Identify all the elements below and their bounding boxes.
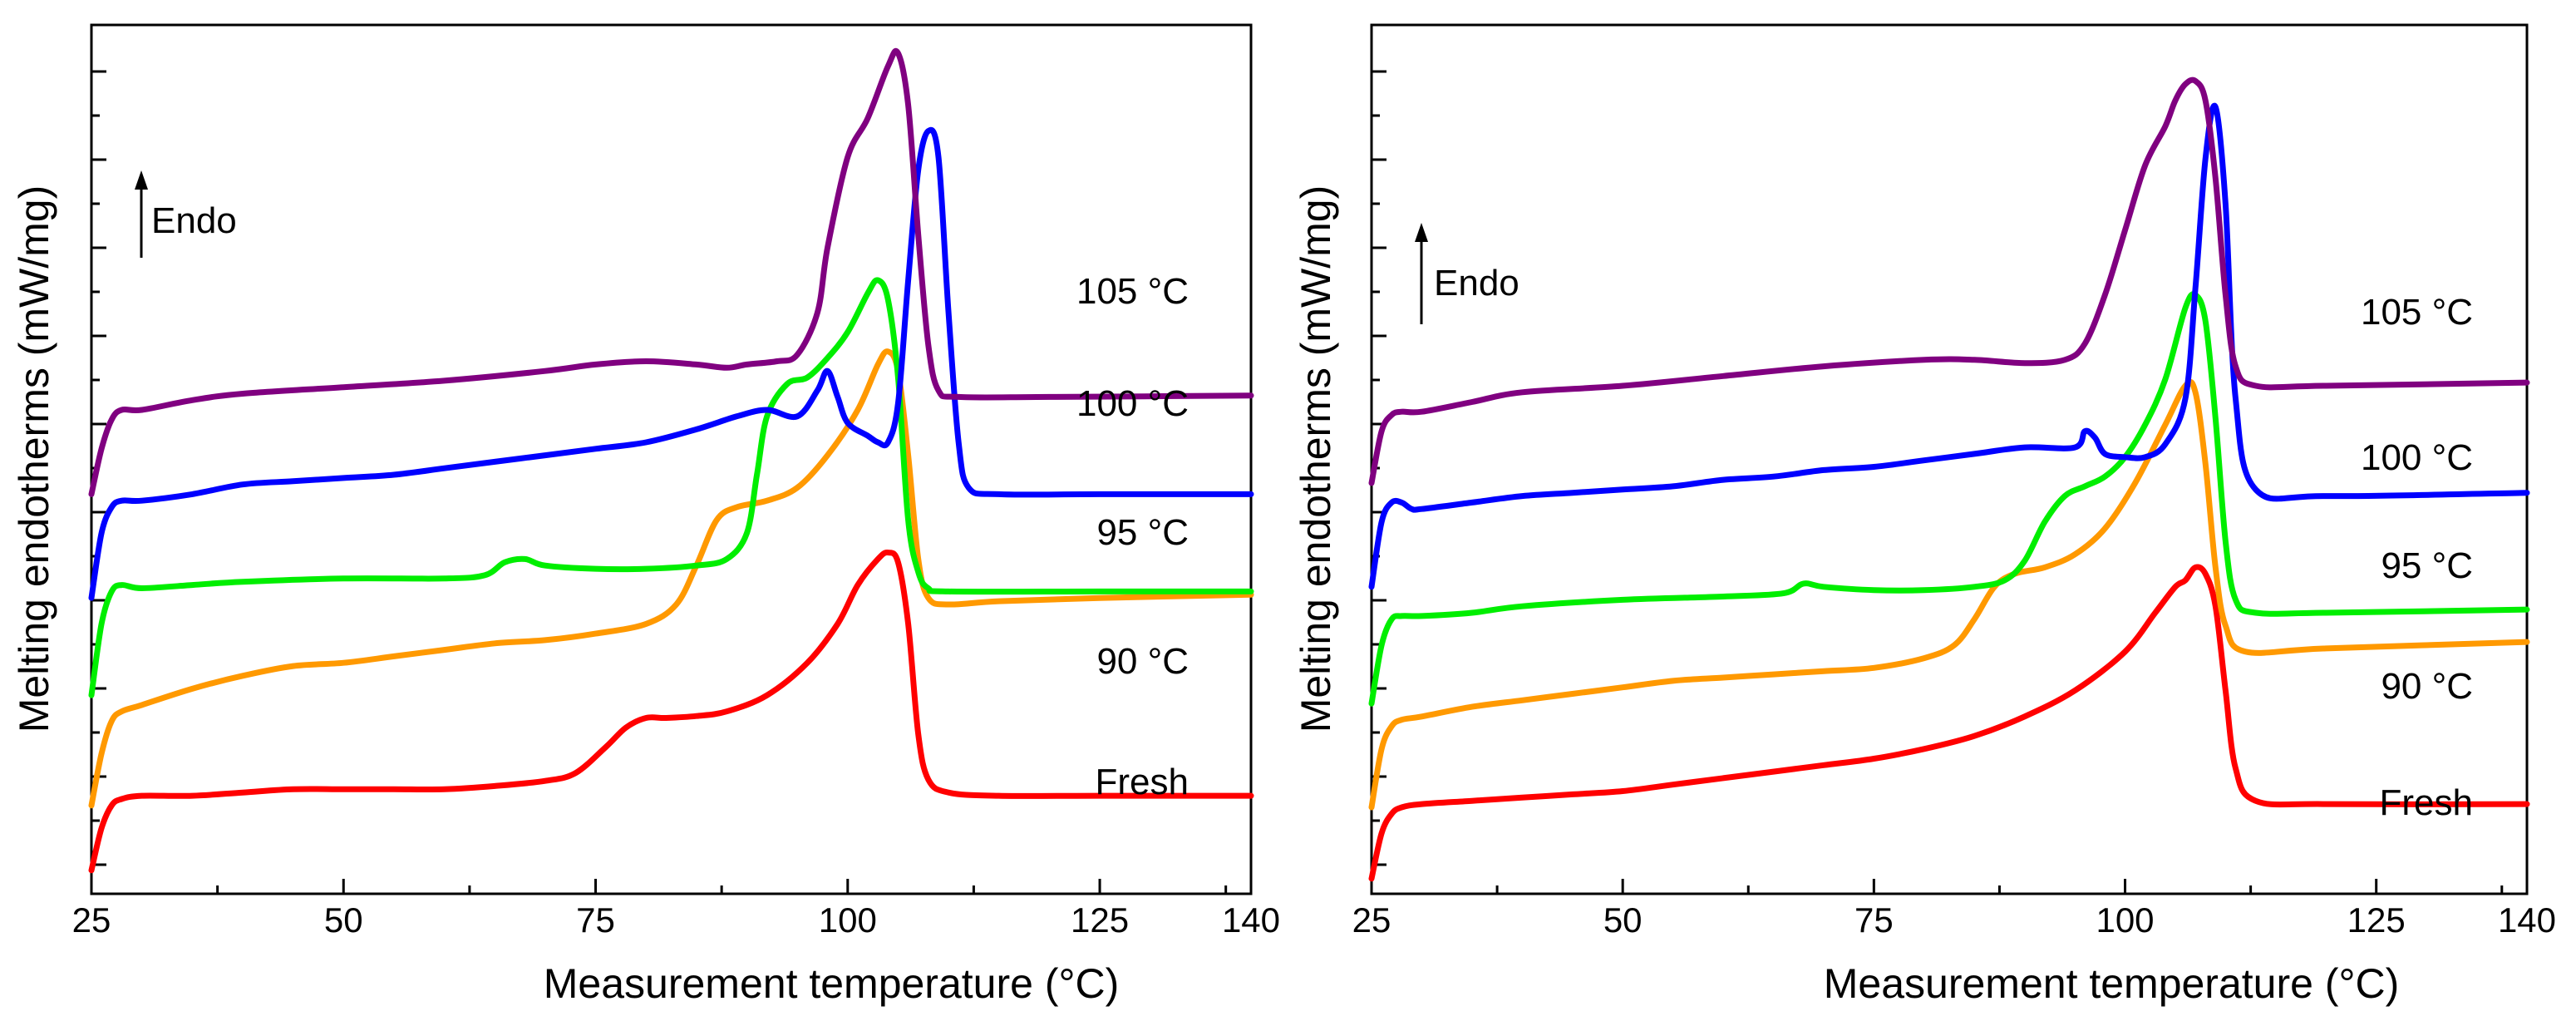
series-label: Fresh: [2380, 782, 2473, 823]
x-tick-label: 75: [576, 900, 615, 940]
series-line-100-c: [88, 126, 1254, 601]
x-tick-label: 140: [1222, 900, 1280, 940]
x-tick-label: 50: [324, 900, 363, 940]
right-panel: 25 50 75 100 125 140 Fresh 90 °C 95 °C 100 °C 105…: [1293, 23, 2556, 1007]
series-line-100-c: [1368, 102, 2530, 590]
right-endo-annotation: Endo: [1415, 223, 1519, 324]
series-line-90-c: [1368, 379, 2530, 811]
right-y-axis-label: Melting endotherms (mW/mg): [1293, 185, 1339, 733]
left-endo-annotation: Endo: [135, 170, 237, 258]
right-endo-arrow-icon: [1415, 223, 1428, 242]
left-series-labels: Fresh 90 °C 95 °C 100 °C 105 °C: [1076, 271, 1189, 802]
series-label: 105 °C: [2361, 292, 2473, 333]
series-label: 105 °C: [1076, 271, 1189, 312]
series-label: 90 °C: [2381, 666, 2473, 707]
left-endo-label: Endo: [151, 200, 237, 241]
right-x-axis-label: Measurement temperature (°C): [1824, 960, 2399, 1007]
series-label: Fresh: [1096, 762, 1189, 802]
series-line-fresh: [1368, 564, 2530, 882]
x-tick-label: 100: [819, 900, 877, 940]
right-endo-label: Endo: [1434, 263, 1519, 303]
series-label: 95 °C: [1096, 512, 1189, 553]
series-label: 100 °C: [1076, 383, 1189, 424]
x-tick-label: 75: [1854, 900, 1894, 940]
series-line-105-c: [88, 47, 1254, 497]
x-tick-label: 25: [72, 900, 111, 940]
series-line-105-c: [1368, 76, 2530, 486]
left-x-axis-label: Measurement temperature (°C): [544, 960, 1119, 1007]
left-plot-frame: [90, 23, 1253, 895]
series-line-95-c: [1368, 291, 2530, 707]
series-label: 100 °C: [2361, 437, 2473, 478]
left-endo-arrow-icon: [135, 170, 148, 190]
right-x-ticks: 25 50 75 100 125 140: [1352, 879, 2556, 940]
x-tick-label: 50: [1603, 900, 1643, 940]
left-panel: 25 50 75 100 125 140 Fresh 90 °C 95 °C 100 °C 105…: [11, 23, 1280, 1007]
left-x-ticks: 25 50 75 100 125 140: [72, 879, 1280, 940]
series-line-95-c: [88, 277, 1254, 698]
x-tick-label: 140: [2498, 900, 2556, 940]
x-tick-label: 125: [2347, 900, 2406, 940]
right-series-labels: Fresh 90 °C 95 °C 100 °C 105 °C: [2361, 292, 2473, 823]
right-curves: [1368, 76, 2530, 882]
x-tick-label: 125: [1071, 900, 1129, 940]
series-line-fresh: [88, 550, 1254, 874]
x-tick-label: 100: [2096, 900, 2154, 940]
right-plot-frame: [1370, 23, 2529, 895]
left-y-axis-label: Melting endotherms (mW/mg): [11, 185, 57, 733]
series-label: 90 °C: [1096, 641, 1189, 682]
left-curves: [88, 47, 1254, 874]
series-label: 95 °C: [2381, 545, 2473, 586]
x-tick-label: 25: [1352, 900, 1391, 940]
left-y-ticks: [91, 70, 106, 866]
